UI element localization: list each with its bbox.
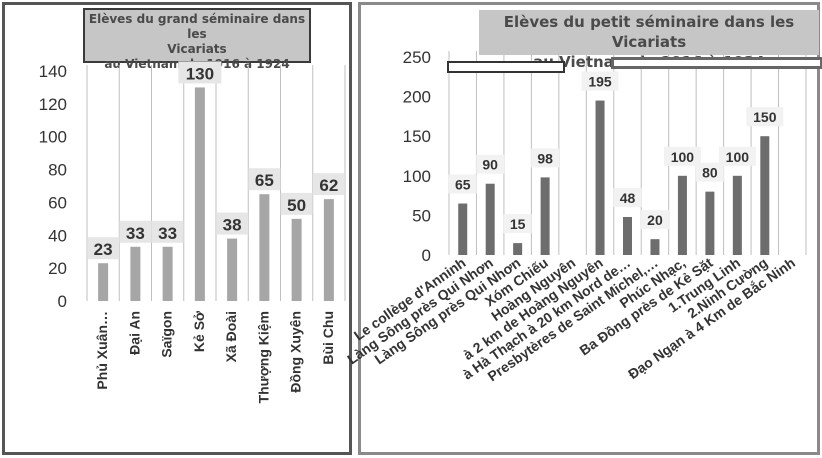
bar [130, 246, 141, 301]
bar [98, 263, 109, 301]
data-label-bg [640, 210, 669, 230]
bar [540, 177, 550, 255]
y-tick-label: 60 [48, 193, 67, 212]
y-tick-label: 100 [39, 128, 67, 147]
data-label-bg [718, 146, 756, 166]
data-label: 65 [255, 171, 274, 190]
bar [485, 183, 495, 255]
data-label-bg [312, 173, 345, 196]
bar [513, 243, 523, 255]
data-label: 15 [510, 216, 526, 232]
y-tick-label: 250 [403, 48, 431, 67]
category-label: Phủ Xuân… [94, 311, 110, 390]
data-label-bg [178, 61, 222, 84]
data-label: 50 [287, 196, 306, 215]
legend-box-left [447, 61, 565, 73]
bar [162, 246, 173, 301]
category-label: Đồng Xuyên [288, 311, 304, 393]
category-label: Xã Đoài [223, 311, 239, 362]
data-label-bg [248, 168, 281, 191]
data-label: 100 [726, 149, 750, 165]
data-label: 48 [620, 190, 636, 206]
bar [194, 87, 205, 301]
bar [760, 136, 770, 255]
data-label-bg [503, 214, 532, 234]
data-label: 62 [319, 176, 338, 195]
category-label: Đại An [126, 311, 142, 355]
data-label: 130 [186, 64, 214, 83]
y-tick-label: 200 [403, 88, 431, 107]
data-label-bg [746, 107, 784, 127]
legend-box-right [611, 57, 822, 69]
y-tick-label: 50 [412, 206, 431, 225]
category-label: Kẻ Sở [191, 311, 207, 352]
chart-title: Elèves du grand séminaire dans les Vicar… [83, 8, 311, 71]
y-tick-label: 140 [39, 62, 67, 81]
grand-seminaire-chart: 0 20 40 60 80 100 120 140 23 Phủ Xuân… 33 Đại An 33 S… [39, 61, 346, 403]
y-tick-label: 0 [422, 246, 431, 265]
data-label: 23 [94, 240, 113, 259]
data-label-bg [280, 192, 313, 215]
data-label-bg [663, 146, 701, 166]
chart-title: Elèves du petit séminaire dans les Vicar… [479, 10, 819, 71]
data-label-bg [216, 212, 249, 235]
bar [458, 203, 468, 255]
y-tick-label: 120 [39, 95, 67, 114]
grand-seminaire-chart-panel: Elèves du grand séminaire dans les Vicar… [2, 2, 352, 455]
data-label-bg [87, 237, 120, 260]
y-tick-label: 80 [48, 161, 67, 180]
data-label: 38 [223, 216, 242, 235]
data-label-bg [695, 162, 724, 182]
petit-seminaire-chart-panel: 0 50 100 150 200 250 65 Le collège d'Anninh 90 Là… [344, 2, 822, 455]
data-label: 195 [588, 74, 612, 90]
category-label: Bùi Chu [320, 311, 336, 365]
bar [705, 191, 715, 255]
data-label-bg [581, 71, 619, 91]
data-label: 150 [753, 109, 777, 125]
category-label: Thượng Kiệm [255, 311, 271, 403]
bar [595, 100, 605, 255]
y-tick-label: 20 [48, 259, 67, 278]
bar [259, 194, 270, 301]
data-label-bg [119, 220, 152, 243]
data-label-bg [448, 174, 477, 194]
y-tick-label: 150 [403, 127, 431, 146]
data-label: 98 [537, 150, 553, 166]
data-label: 80 [702, 165, 718, 181]
bar [650, 239, 660, 255]
data-label: 20 [647, 212, 663, 228]
data-label-bg [476, 154, 505, 174]
data-label: 90 [482, 157, 498, 173]
y-tick-label: 100 [403, 167, 431, 186]
bar [732, 175, 742, 255]
data-label-bg [531, 148, 560, 168]
bar [677, 175, 687, 255]
bar [291, 218, 302, 301]
bar [323, 199, 334, 301]
data-label-bg [151, 220, 184, 243]
data-label: 100 [671, 149, 695, 165]
data-label-bg [613, 187, 642, 207]
category-label: Saïgon [159, 311, 175, 358]
y-tick-label: 0 [58, 292, 67, 311]
data-label: 33 [126, 224, 145, 243]
data-label: 33 [158, 224, 177, 243]
bar [227, 238, 238, 301]
y-tick-label: 40 [48, 226, 67, 245]
bar [623, 216, 632, 255]
data-label: 65 [455, 177, 471, 193]
